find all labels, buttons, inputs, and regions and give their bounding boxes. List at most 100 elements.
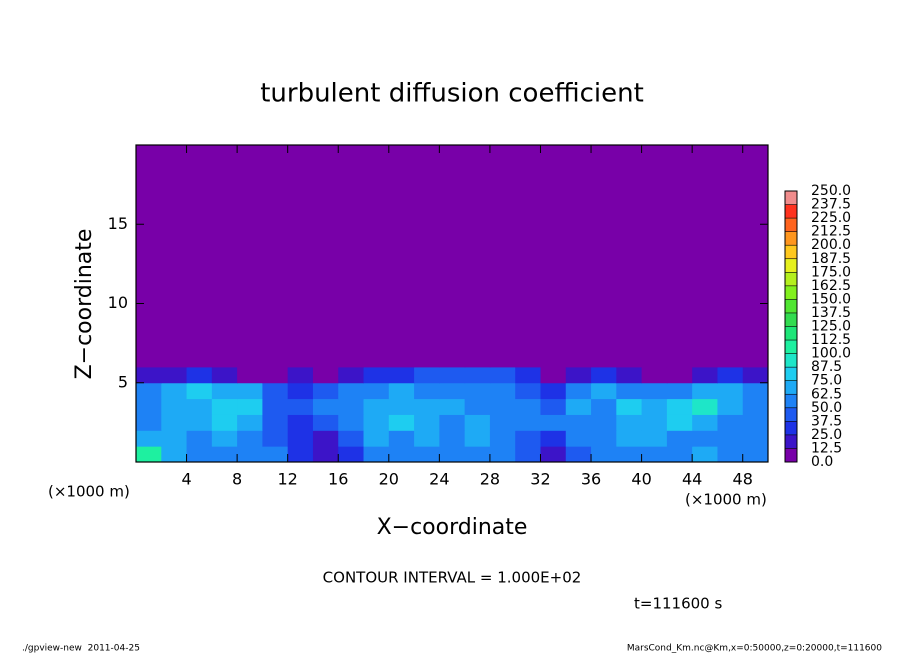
heat-cell	[591, 414, 617, 431]
heat-cell	[414, 382, 440, 400]
heat-cell	[591, 382, 617, 400]
colorbar-band	[785, 272, 797, 286]
heat-cell	[439, 382, 466, 400]
x-tick-label: 28	[480, 470, 500, 489]
heat-cell	[186, 145, 213, 368]
heat-cell	[489, 446, 516, 463]
colorbar-label: 12.5	[811, 440, 842, 456]
heat-cell	[211, 430, 238, 447]
colorbar-band	[785, 191, 797, 205]
heat-cell	[161, 414, 188, 431]
heat-cell	[464, 398, 491, 415]
heat-cell	[515, 446, 541, 463]
heat-cell	[641, 414, 668, 431]
heat-cell	[388, 446, 415, 463]
heat-cell	[136, 145, 162, 368]
heat-cell	[591, 446, 617, 463]
heat-cell	[540, 382, 567, 400]
x-tick-label: 8	[232, 470, 242, 489]
heat-cell	[489, 145, 516, 368]
colorbar-band	[785, 326, 797, 341]
heat-cell	[161, 145, 188, 368]
y-tick-label: 15	[108, 214, 128, 233]
heat-cell	[414, 145, 440, 368]
x-tick-label: 4	[181, 470, 191, 489]
colorbar-label: 225.0	[811, 210, 851, 226]
heat-cell	[211, 382, 238, 400]
heat-cell	[439, 430, 466, 447]
heat-cell	[287, 430, 314, 447]
heat-cell	[489, 398, 516, 415]
heat-cell	[591, 366, 617, 384]
heat-cell	[363, 446, 390, 463]
heat-cell	[287, 414, 314, 431]
heat-cell	[742, 398, 769, 415]
heat-cell	[312, 430, 339, 447]
y-unit: (×1000 m)	[48, 483, 130, 501]
heat-cell	[464, 366, 491, 384]
heat-cell	[591, 430, 617, 447]
heat-cell	[363, 398, 390, 415]
colorbar-label: 112.5	[811, 332, 851, 348]
x-tick-label: 24	[429, 470, 449, 489]
heat-cell	[616, 414, 643, 431]
heat-cell	[136, 430, 162, 447]
x-tick-label: 44	[682, 470, 702, 489]
heat-cell	[262, 382, 289, 400]
heat-cell	[338, 446, 365, 463]
heat-cell	[312, 446, 339, 463]
heat-cell	[666, 414, 693, 431]
heat-cell	[717, 414, 744, 431]
heat-cell	[692, 382, 718, 400]
y-axis-label: Z−coordinate	[72, 229, 97, 380]
x-unit: (×1000 m)	[685, 491, 767, 509]
heat-cell	[262, 430, 289, 447]
colorbar-label: 100.0	[811, 346, 851, 362]
heat-cell	[616, 145, 643, 368]
heat-cell	[136, 398, 162, 415]
heat-cell	[439, 398, 466, 415]
heat-cell	[565, 398, 592, 415]
heat-cell	[439, 414, 466, 431]
heat-cell	[515, 430, 541, 447]
heat-cell	[666, 382, 693, 400]
colorbar-label: 75.0	[811, 373, 842, 389]
heat-cell	[591, 398, 617, 415]
heat-cell	[363, 145, 390, 368]
heat-cell	[414, 430, 440, 447]
colorbar-band	[785, 258, 797, 273]
heat-cell	[287, 145, 314, 368]
colorbar-band	[785, 312, 797, 327]
heat-cell	[186, 446, 213, 463]
x-tick-label: 48	[733, 470, 753, 489]
footer-left: ./gpview-new 2011-04-25	[22, 644, 140, 654]
heat-cell	[287, 398, 314, 415]
heat-cell	[717, 398, 744, 415]
x-tick-label: 40	[631, 470, 651, 489]
heat-cell	[338, 366, 365, 384]
heat-cell	[692, 414, 718, 431]
heat-cell	[464, 446, 491, 463]
colorbar-band	[785, 204, 797, 219]
heat-cell	[742, 366, 769, 384]
heat-cell	[136, 366, 162, 384]
colorbar-label: 37.5	[811, 413, 842, 429]
x-tick-label: 20	[379, 470, 399, 489]
x-axis-label: X−coordinate	[377, 515, 528, 540]
heat-cell	[666, 366, 693, 384]
heat-cell	[414, 398, 440, 415]
heat-cell	[237, 446, 263, 463]
heat-cell	[641, 398, 668, 415]
heat-cell	[717, 446, 744, 463]
heat-cell	[136, 446, 162, 463]
heat-cell	[161, 446, 188, 463]
heat-cell	[742, 414, 769, 431]
heat-cell	[262, 145, 289, 368]
heat-cell	[312, 382, 339, 400]
heat-cell	[211, 398, 238, 415]
heat-cell	[338, 145, 365, 368]
colorbar-label: 200.0	[811, 237, 851, 253]
heat-cell	[161, 430, 188, 447]
heat-cell	[717, 382, 744, 400]
heat-cell	[312, 398, 339, 415]
